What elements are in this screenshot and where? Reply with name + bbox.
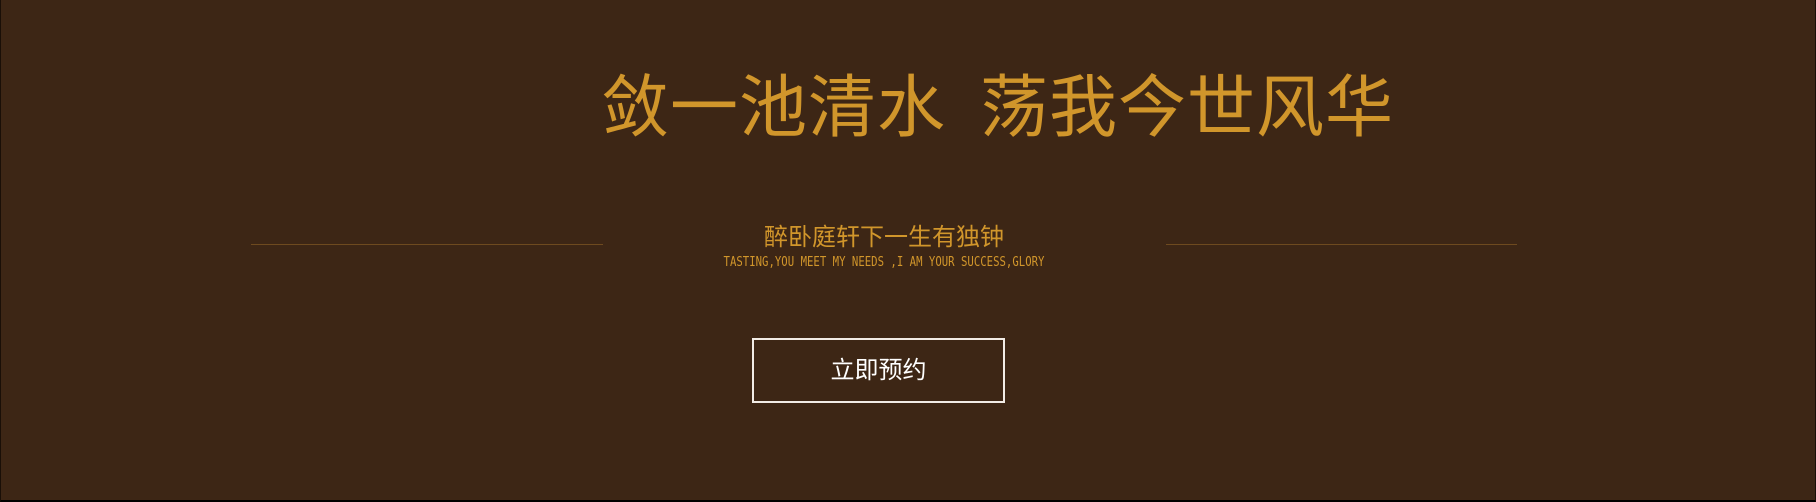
right-divider-line xyxy=(1166,244,1517,245)
headline-part-2: 荡我今世风华 xyxy=(980,69,1395,148)
hero-tagline: TASTING,YOU MEET MY NEEDS ,I AM YOUR SUC… xyxy=(723,255,1045,270)
hero-subtitle: 醉卧庭轩下一生有独钟 xyxy=(764,223,1004,251)
hero-headline: 敛一池清水 荡我今世风华 xyxy=(601,64,1401,154)
left-divider-line xyxy=(251,244,603,245)
book-now-button[interactable]: 立即预约 xyxy=(752,338,1005,403)
headline-part-1: 敛一池清水 xyxy=(601,69,947,148)
